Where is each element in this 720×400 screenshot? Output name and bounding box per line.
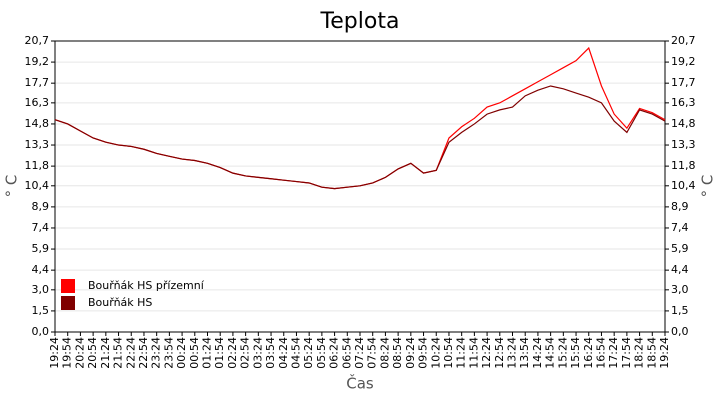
y2-tick-label: 17,7 bbox=[671, 76, 696, 89]
x-tick-label: 16:24 bbox=[582, 337, 595, 369]
x-tick-label: 18:24 bbox=[633, 337, 646, 369]
x-tick-label: 12:24 bbox=[480, 337, 493, 369]
x-tick-label: 05:54 bbox=[315, 337, 328, 369]
x-tick-label: 10:54 bbox=[442, 337, 455, 369]
y-tick-label: 7,4 bbox=[32, 221, 50, 234]
legend-label: Bouřňák HS přízemní bbox=[88, 279, 205, 292]
x-tick-label: 13:24 bbox=[506, 337, 519, 369]
x-tick-label: 17:54 bbox=[620, 337, 633, 369]
x-tick-label: 01:24 bbox=[201, 337, 214, 369]
x-tick-label: 08:24 bbox=[378, 337, 391, 369]
y2-tick-label: 4,4 bbox=[671, 263, 689, 276]
x-tick-label: 06:24 bbox=[328, 337, 341, 369]
x-tick-label: 04:54 bbox=[289, 337, 302, 369]
x-axis-label: Čas bbox=[346, 374, 374, 393]
y-tick-label: 19,2 bbox=[25, 55, 50, 68]
x-tick-label: 21:24 bbox=[99, 337, 112, 369]
y-tick-label: 5,9 bbox=[32, 242, 50, 255]
y2-tick-label: 7,4 bbox=[671, 221, 689, 234]
x-tick-label: 11:24 bbox=[455, 337, 468, 369]
x-tick-label: 04:24 bbox=[277, 337, 290, 369]
y2-tick-label: 19,2 bbox=[671, 55, 696, 68]
x-tick-label: 09:54 bbox=[417, 337, 430, 369]
x-tick-label: 14:24 bbox=[531, 337, 544, 369]
y2-tick-label: 5,9 bbox=[671, 242, 689, 255]
y-tick-label: 11,8 bbox=[25, 159, 50, 172]
y2-tick-label: 10,4 bbox=[671, 179, 696, 192]
x-tick-label: 18:54 bbox=[645, 337, 658, 369]
x-tick-label: 05:24 bbox=[302, 337, 315, 369]
legend-swatch bbox=[61, 279, 75, 293]
x-tick-label: 19:24 bbox=[48, 337, 61, 369]
y-tick-label: 14,8 bbox=[25, 117, 50, 130]
y-tick-label: 1,5 bbox=[32, 304, 50, 317]
x-tick-label: 07:54 bbox=[366, 337, 379, 369]
y-tick-label: 16,3 bbox=[25, 96, 50, 109]
x-tick-label: 23:24 bbox=[150, 337, 163, 369]
x-tick-label: 22:24 bbox=[124, 337, 137, 369]
x-tick-label: 02:24 bbox=[226, 337, 239, 369]
y2-tick-label: 14,8 bbox=[671, 117, 696, 130]
x-tick-label: 06:54 bbox=[340, 337, 353, 369]
x-tick-label: 23:54 bbox=[162, 337, 175, 369]
x-tick-label: 15:54 bbox=[569, 337, 582, 369]
y2-tick-label: 11,8 bbox=[671, 159, 696, 172]
y2-tick-label: 13,3 bbox=[671, 138, 696, 151]
x-tick-label: 00:54 bbox=[188, 337, 201, 369]
x-tick-label: 21:54 bbox=[112, 337, 125, 369]
x-tick-label: 03:54 bbox=[264, 337, 277, 369]
x-tick-label: 10:24 bbox=[429, 337, 442, 369]
x-tick-label: 20:54 bbox=[86, 337, 99, 369]
series-line bbox=[54, 85, 666, 190]
y2-tick-label: 20,7 bbox=[671, 34, 696, 47]
chart-title: Teplota bbox=[320, 9, 400, 34]
x-tick-label: 19:24 bbox=[658, 337, 671, 369]
x-tick-label: 14:54 bbox=[544, 337, 557, 369]
y2-tick-label: 3,0 bbox=[671, 283, 689, 296]
x-tick-label: 12:54 bbox=[493, 337, 506, 369]
y-tick-label: 0,0 bbox=[32, 325, 50, 338]
y2-axis-label: ° C bbox=[699, 175, 717, 198]
x-tick-label: 13:54 bbox=[518, 337, 531, 369]
y2-tick-label: 1,5 bbox=[671, 304, 689, 317]
y-tick-label: 4,4 bbox=[32, 263, 50, 276]
y-tick-label: 20,7 bbox=[25, 34, 50, 47]
y2-tick-label: 16,3 bbox=[671, 96, 696, 109]
y-tick-label: 8,9 bbox=[32, 200, 50, 213]
legend-swatch bbox=[61, 296, 75, 310]
y2-tick-label: 8,9 bbox=[671, 200, 689, 213]
x-tick-label: 16:54 bbox=[594, 337, 607, 369]
legend-label: Bouřňák HS bbox=[88, 296, 152, 309]
y-tick-label: 17,7 bbox=[25, 76, 50, 89]
y-tick-label: 3,0 bbox=[32, 283, 50, 296]
x-tick-label: 01:54 bbox=[213, 337, 226, 369]
y-axis-label: ° C bbox=[3, 175, 21, 198]
x-tick-label: 07:24 bbox=[353, 337, 366, 369]
x-tick-label: 17:24 bbox=[607, 337, 620, 369]
x-tick-label: 00:24 bbox=[175, 337, 188, 369]
x-tick-label: 03:24 bbox=[251, 337, 264, 369]
y-tick-label: 13,3 bbox=[25, 138, 50, 151]
x-tick-label: 22:54 bbox=[137, 337, 150, 369]
x-tick-label: 19:54 bbox=[61, 337, 74, 369]
x-tick-label: 02:54 bbox=[239, 337, 252, 369]
y-tick-label: 10,4 bbox=[25, 179, 50, 192]
x-tick-label: 15:24 bbox=[556, 337, 569, 369]
x-tick-label: 09:24 bbox=[404, 337, 417, 369]
x-tick-label: 11:54 bbox=[467, 337, 480, 369]
x-tick-label: 08:54 bbox=[391, 337, 404, 369]
y2-tick-label: 0,0 bbox=[671, 325, 689, 338]
x-tick-label: 20:24 bbox=[73, 337, 86, 369]
